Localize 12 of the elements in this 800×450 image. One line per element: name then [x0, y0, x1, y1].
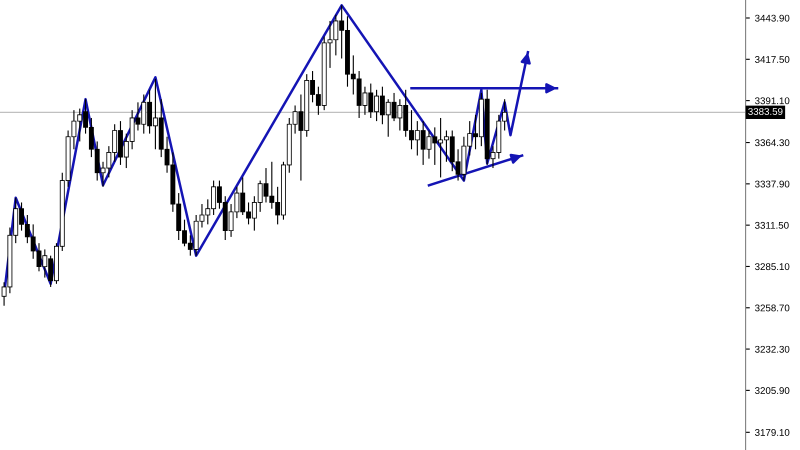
y-tick-label: 3391.10: [755, 97, 790, 104]
y-tick-label: 3179.10: [755, 429, 790, 436]
y-tick-label: 3364.30: [755, 139, 790, 146]
y-tick-label: 3417.50: [755, 56, 790, 63]
y-tick-label: 3258.70: [755, 304, 790, 312]
ref-line-label: 3383.59: [748, 108, 783, 115]
y-tick-label: 3285.10: [755, 263, 790, 270]
y-tick-label: 3311.50: [755, 222, 789, 229]
y-tick-label: 3337.90: [755, 180, 790, 188]
y-tick-label: 3443.90: [755, 14, 790, 22]
y-tick-label: 3205.90: [755, 387, 790, 394]
y-tick-label: 3232.30: [755, 346, 790, 353]
